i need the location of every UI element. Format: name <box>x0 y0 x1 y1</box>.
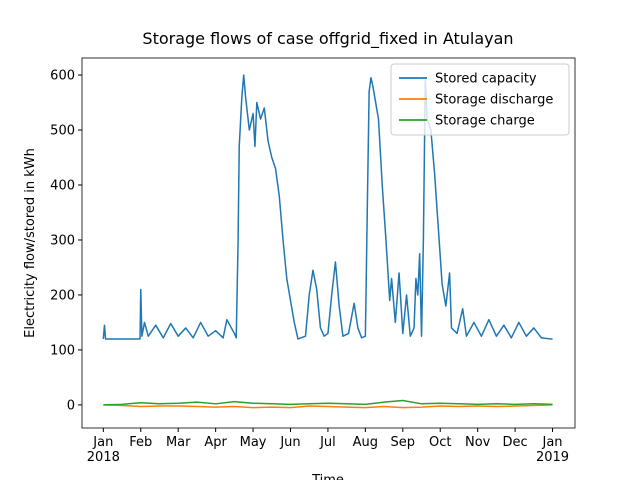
legend-label: Storage charge <box>435 114 535 129</box>
y-tick-label: 300 <box>50 233 75 248</box>
y-tick-label: 500 <box>50 124 75 139</box>
x-tick-label: Apr <box>204 435 227 450</box>
series-line <box>103 404 553 409</box>
y-axis-label: Electricity flow/stored in kWh <box>23 148 38 338</box>
x-axis-label: Time <box>311 473 344 480</box>
x-tick-label: Sep <box>390 435 416 450</box>
series-line <box>102 74 553 340</box>
x-tick-label: Aug <box>352 435 379 450</box>
chart-title: Storage flows of case offgrid_fixed in A… <box>142 29 513 49</box>
plot-frame <box>81 57 576 429</box>
legend-label: Stored capacity <box>435 72 537 87</box>
x-tick-label: Nov <box>464 435 491 450</box>
x-tick-label: May <box>239 435 267 450</box>
y-tick-label: 200 <box>50 288 75 303</box>
legend-box <box>390 63 570 136</box>
x-tick-label: Feb <box>129 435 153 450</box>
x-tick-label: Mar <box>165 435 191 450</box>
x-tick-label: Dec <box>502 435 528 450</box>
y-tick-label: 100 <box>50 343 75 358</box>
x-tick-label: Jan 2019 <box>535 435 570 465</box>
y-tick-label: 0 <box>67 398 75 413</box>
legend-label: Storage discharge <box>435 93 553 108</box>
x-tick-label: Jan 2018 <box>86 435 120 465</box>
x-tick-label: Jun <box>280 435 301 450</box>
x-tick-label: Jul <box>320 435 336 450</box>
y-tick-label: 600 <box>50 69 75 84</box>
series-line <box>103 399 553 406</box>
x-tick-label: Oct <box>428 435 452 450</box>
y-tick-label: 400 <box>50 178 75 193</box>
